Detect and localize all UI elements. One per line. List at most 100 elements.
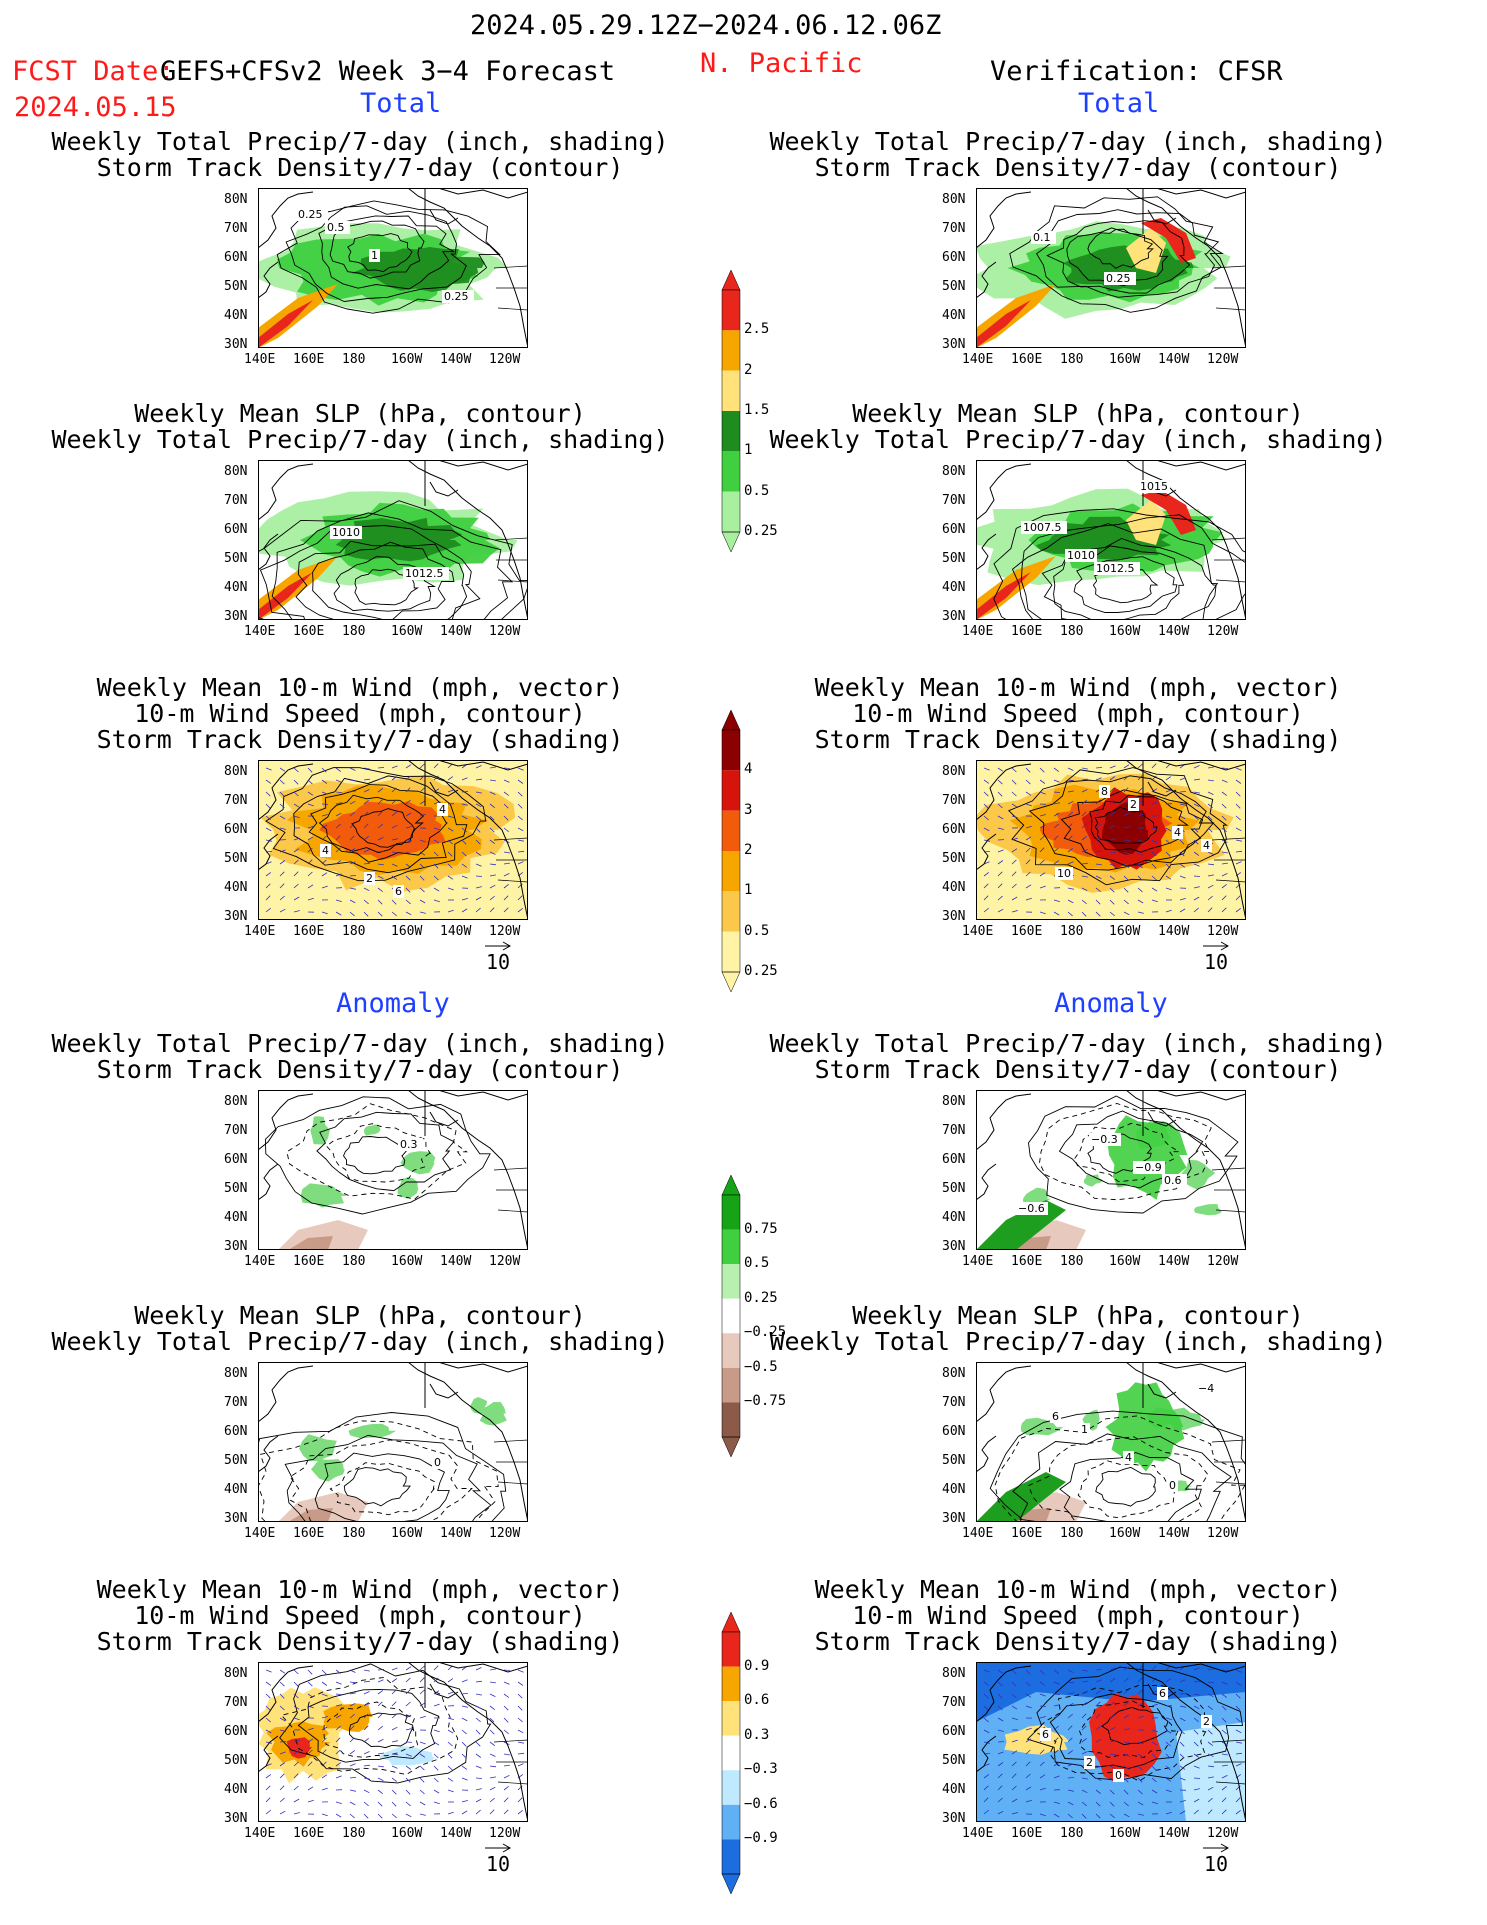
- map-panel: 0.25 1 0.25 0.5: [258, 188, 528, 348]
- lon-tick-label: 160W: [1109, 624, 1141, 639]
- shading-layer: [976, 218, 1231, 348]
- state-borders: [493, 837, 528, 883]
- contour-label: 2: [1130, 798, 1137, 811]
- lat-tick-label: 70N: [942, 1695, 966, 1710]
- colorbar-tick-label: 0.75: [744, 1220, 778, 1237]
- coastline-asia: [976, 1665, 1032, 1723]
- coastline-asia: [976, 763, 1032, 821]
- coastline-japan: [976, 1163, 997, 1201]
- coastline-japan: [258, 533, 279, 571]
- lon-tick-label: 120W: [1207, 1526, 1239, 1541]
- coastline-asia: [258, 463, 314, 521]
- shading-layer: [278, 1116, 436, 1250]
- shading-layer: [976, 1662, 1246, 1822]
- panel-title-line: Weekly Total Precip/7-day (inch, shading…: [51, 127, 669, 156]
- panel-title-line: 10-m Wind Speed (mph, contour): [134, 1601, 586, 1630]
- lat-tick-label: 40N: [224, 880, 248, 895]
- lon-tick-label: 180: [1060, 624, 1084, 639]
- coastline-north-america: [1125, 1362, 1246, 1522]
- contour-label: 4: [439, 803, 446, 816]
- coastline-alaska-peninsula: [1147, 1383, 1177, 1399]
- coastline-asia: [258, 1365, 314, 1423]
- contour-label: 0: [434, 1456, 441, 1469]
- panel-title-line: Weekly Mean 10-m Wind (mph, vector): [814, 1575, 1342, 1604]
- lat-tick-label: 70N: [942, 793, 966, 808]
- lat-tick-label: 40N: [942, 1210, 966, 1225]
- wind-vectors: [265, 1665, 525, 1819]
- lon-tick-label: 120W: [1207, 624, 1239, 639]
- lon-tick-label: 160W: [391, 624, 423, 639]
- lon-tick-label: 160E: [1011, 352, 1043, 367]
- contour-label: 2: [1203, 1715, 1210, 1728]
- shading-layer: [976, 1382, 1205, 1522]
- contour-label: 4: [1125, 1451, 1132, 1464]
- contour-label: 4: [1203, 839, 1210, 852]
- colorbar-precip_total: [721, 270, 741, 552]
- lat-tick-label: 80N: [942, 1366, 966, 1381]
- contour-label: 8: [1101, 785, 1108, 798]
- contour-layer: [1009, 196, 1224, 313]
- wind-vectors: [265, 763, 525, 917]
- map-panel: 8 4 10 2 4: [976, 760, 1246, 920]
- contour-label: 0.1: [1033, 231, 1051, 244]
- state-borders: [493, 265, 528, 311]
- panel-title-line: Weekly Mean 10-m Wind (mph, vector): [96, 1575, 624, 1604]
- coastline-north-america: [407, 1362, 528, 1522]
- state-borders: [1211, 537, 1246, 583]
- lon-tick-label: 140W: [1158, 624, 1190, 639]
- lon-tick-label: 140E: [244, 1526, 276, 1541]
- lat-tick-label: 50N: [224, 1753, 248, 1768]
- colorbar-tick-label: 0.5: [744, 922, 770, 939]
- lat-tick-label: 70N: [942, 1123, 966, 1138]
- contour-label: 1007.5: [1023, 521, 1062, 534]
- lon-tick-label: 160E: [293, 924, 325, 939]
- contour-layer: [1028, 1095, 1239, 1214]
- coastline-japan: [976, 1735, 997, 1773]
- state-borders: [1211, 1439, 1246, 1485]
- coastline-japan: [976, 533, 997, 571]
- lat-tick-label: 40N: [224, 1210, 248, 1225]
- lon-tick-label: 160E: [1011, 924, 1043, 939]
- coastline-north-america: [1125, 460, 1246, 620]
- colorbar-tick-label: −0.6: [744, 1795, 778, 1812]
- lon-tick-label: 140E: [962, 1526, 994, 1541]
- lat-tick-label: 40N: [224, 1782, 248, 1797]
- lat-tick-label: 70N: [942, 221, 966, 236]
- lon-tick-label: 120W: [1207, 1254, 1239, 1269]
- contour-layer: [264, 1096, 491, 1215]
- coastline-arctic: [437, 1662, 528, 1673]
- lat-tick-label: 60N: [942, 1152, 966, 1167]
- coastline-asia: [258, 763, 314, 821]
- coastline-arctic: [1155, 1090, 1246, 1101]
- panel-title-line: Weekly Mean 10-m Wind (mph, vector): [96, 673, 624, 702]
- panel-title-line: Weekly Total Precip/7-day (inch, shading…: [51, 1327, 669, 1356]
- lon-tick-label: 180: [342, 624, 366, 639]
- panel-title-line: Storm Track Density/7-day (contour): [814, 153, 1342, 182]
- lon-tick-label: 160E: [1011, 1826, 1043, 1841]
- coastline-alaska-peninsula: [429, 1111, 459, 1127]
- lon-tick-label: 160E: [293, 1826, 325, 1841]
- lat-tick-label: 60N: [942, 1724, 966, 1739]
- lon-tick-label: 140W: [1158, 1526, 1190, 1541]
- lon-tick-label: 140E: [244, 624, 276, 639]
- lat-tick-label: 60N: [224, 1724, 248, 1739]
- coastline-alaska-peninsula: [1147, 1111, 1177, 1127]
- panel-title-line: Weekly Mean SLP (hPa, contour): [852, 1301, 1304, 1330]
- lat-tick-label: 60N: [942, 522, 966, 537]
- panel-title-line: Storm Track Density/7-day (shading): [814, 1627, 1342, 1656]
- colorbar-storm_total: [721, 710, 741, 992]
- panel-title-line: Weekly Mean SLP (hPa, contour): [134, 1301, 586, 1330]
- lat-tick-label: 70N: [224, 493, 248, 508]
- lat-tick-label: 60N: [224, 250, 248, 265]
- lon-tick-label: 140W: [440, 924, 472, 939]
- panel-title-line: Weekly Total Precip/7-day (inch, shading…: [51, 425, 669, 454]
- lon-tick-label: 140W: [1158, 1826, 1190, 1841]
- verification-label: Verification: CFSR: [990, 56, 1283, 87]
- contour-label: 0.25: [298, 208, 323, 221]
- coastline-japan: [258, 1435, 279, 1473]
- lat-tick-label: 50N: [224, 551, 248, 566]
- coastline-north-america: [407, 1090, 528, 1250]
- map-panel: 0 6 4 −4 1: [976, 1362, 1246, 1522]
- contour-label: 0.5: [327, 221, 345, 234]
- contour-label: 10: [1057, 867, 1071, 880]
